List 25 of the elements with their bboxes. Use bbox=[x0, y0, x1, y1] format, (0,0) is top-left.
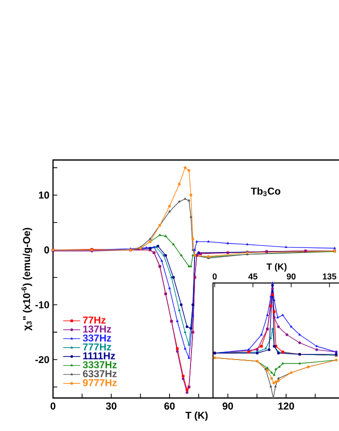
x-tick-label: 0 bbox=[50, 402, 56, 410]
x-tick-label: 90 bbox=[222, 402, 233, 410]
y-tick-label: 0 bbox=[44, 246, 50, 254]
legend-label: 3337Hz bbox=[82, 361, 117, 368]
legend-label: 777Hz bbox=[83, 343, 112, 350]
x-tick-label: 120 bbox=[278, 402, 294, 410]
legend-label: 1111Hz bbox=[83, 352, 116, 360]
legend-label: 137Hz bbox=[83, 325, 112, 333]
legend-label: 9777Hz bbox=[82, 379, 117, 386]
x-tick-label: 135 bbox=[322, 273, 336, 280]
legend-label: 337Hz bbox=[82, 334, 112, 342]
x-axis-title: T (K) bbox=[185, 411, 208, 421]
text: Tb$_{3}$Co bbox=[250, 187, 280, 196]
legend-label: 77Hz bbox=[83, 316, 106, 324]
x-axis-title: T (K) bbox=[266, 263, 287, 272]
x-tick-label: 30 bbox=[106, 402, 116, 410]
y-axis-title: χ$_{3}$" (x10$^{-6}$) (emu/g-Oe) bbox=[22, 228, 32, 331]
legend-label: 6337Hz bbox=[82, 370, 117, 378]
y-tick-label: 10 bbox=[38, 192, 50, 199]
x-tick-label: 0 bbox=[212, 273, 217, 280]
x-tick-label: 60 bbox=[164, 402, 175, 410]
y-tick-label: -20 bbox=[35, 356, 50, 364]
x-tick-label: 45 bbox=[248, 274, 258, 280]
y-tick-label: -10 bbox=[35, 301, 50, 308]
x-tick-label: 90 bbox=[286, 273, 296, 280]
